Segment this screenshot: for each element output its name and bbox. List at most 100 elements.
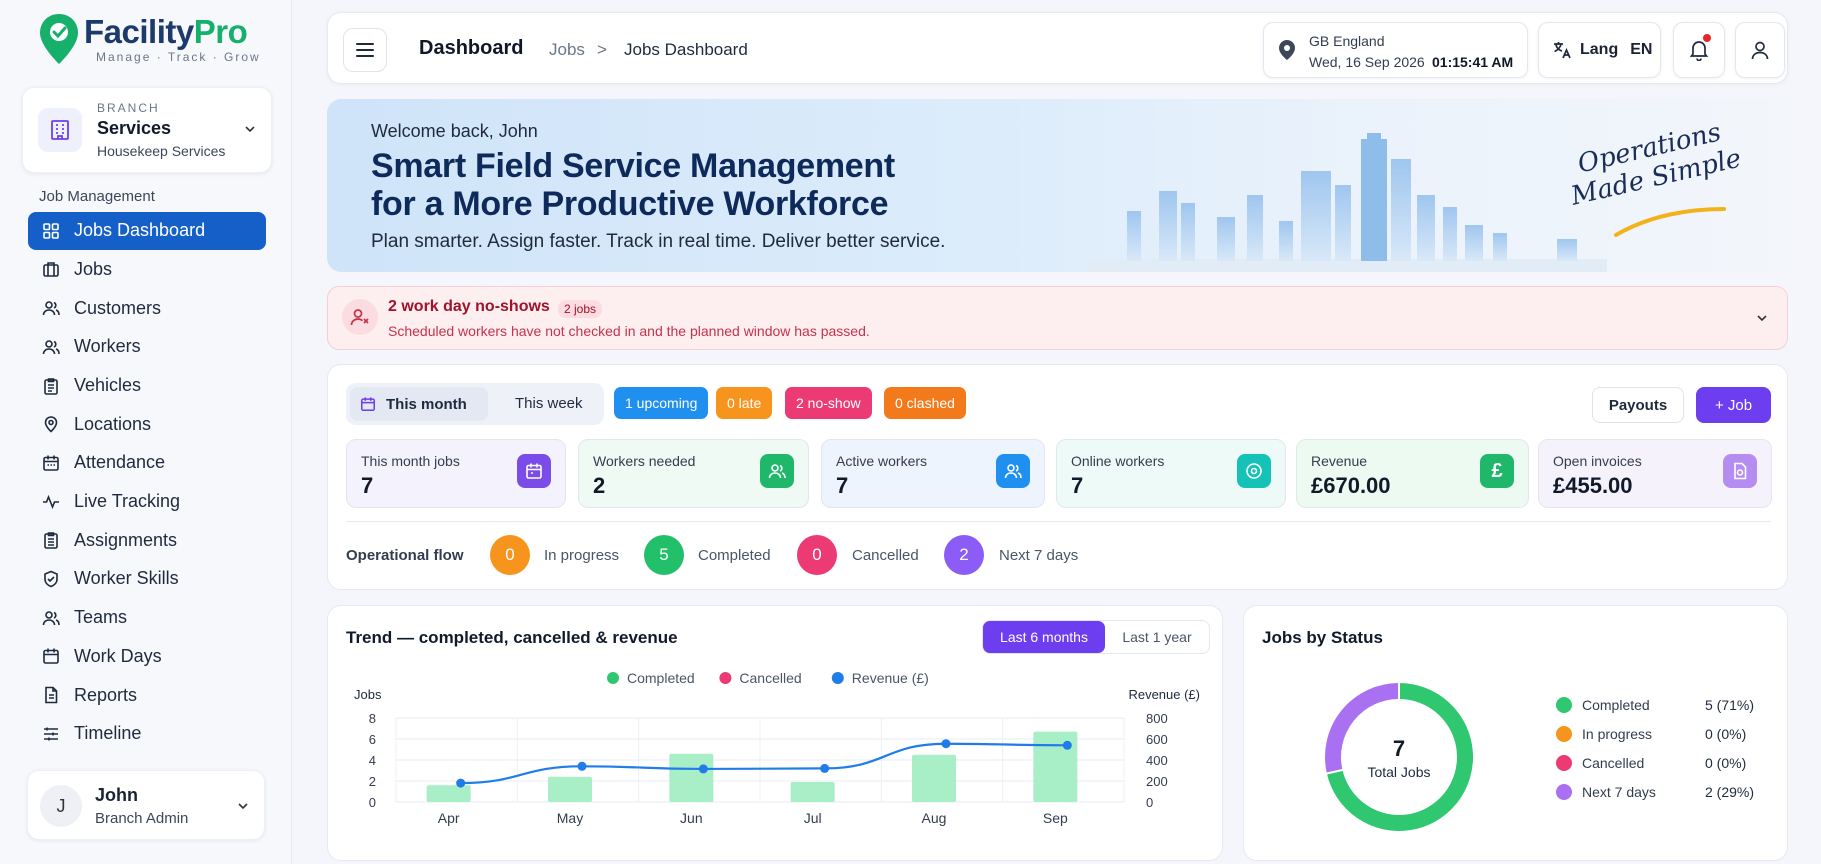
sidebar-item-customers[interactable]: Customers — [28, 289, 266, 327]
donut-slice-completed[interactable] — [1324, 680, 1475, 833]
period-toggle: This month This week — [346, 383, 604, 425]
hamburger-menu-icon — [356, 43, 374, 57]
bar-completed — [790, 782, 835, 802]
y2-tick-label: 400 — [1146, 753, 1168, 768]
calendar-icon — [517, 454, 551, 488]
sliders-icon — [44, 727, 58, 741]
y2-tick-label: 0 — [1146, 795, 1153, 810]
legend-dot — [719, 672, 732, 684]
stat-card-open-invoices[interactable]: Open invoices £455.00 — [1538, 439, 1772, 508]
trend-chart: Completed Cancelled Revenue (£) Jobs Revenue… — [354, 670, 1200, 826]
trend-title: Trend — completed, cancelled & revenue — [346, 628, 678, 647]
clashed-chip[interactable]: 0 clashed — [884, 387, 966, 419]
in-progress-count[interactable]: 0 — [490, 535, 530, 575]
cancelled-count[interactable]: 0 — [797, 535, 837, 575]
sidebar-item-live-tracking[interactable]: Live Tracking — [28, 483, 266, 521]
city-skyline-illustration — [1087, 133, 1607, 272]
language-selector[interactable]: Lang EN — [1538, 22, 1661, 78]
sidebar-item-label: Locations — [74, 413, 152, 434]
sidebar-nav: Jobs Dashboard Jobs Customers Workers Ve… — [28, 212, 266, 754]
revenue-point — [456, 778, 466, 788]
sidebar-item-locations[interactable]: Locations — [28, 405, 266, 443]
upcoming-chip[interactable]: 1 upcoming — [614, 387, 709, 419]
users-icon — [42, 610, 60, 625]
sidebar-item-attendance[interactable]: Attendance — [28, 444, 266, 482]
banner-headline-line1: Smart Field Service Management — [371, 147, 895, 185]
user-name: John — [95, 785, 138, 805]
stat-label: This month jobs — [361, 453, 460, 469]
sidebar-item-label: Jobs — [74, 258, 113, 279]
welcome-banner: Welcome back, John Smart Field Service M… — [327, 99, 1788, 272]
grid-icon — [43, 222, 59, 239]
donut-slice-next-7-days[interactable] — [1323, 680, 1400, 775]
stat-label: Open invoices — [1553, 453, 1642, 469]
sidebar-item-label: Vehicles — [74, 375, 142, 395]
sidebar-item-work-days[interactable]: Work Days — [28, 638, 266, 676]
stat-value: £455.00 — [1553, 473, 1633, 498]
sidebar-item-timeline[interactable]: Timeline — [28, 715, 266, 753]
branch-selector[interactable]: BRANCH Services Housekeep Services — [22, 87, 272, 173]
sidebar-item-jobs[interactable]: Jobs — [28, 251, 266, 289]
profile-button[interactable] — [1735, 22, 1785, 78]
stat-card-online-workers[interactable]: Online workers 7 — [1056, 439, 1286, 508]
building-icon — [38, 108, 82, 152]
sidebar-item-worker-skills[interactable]: Worker Skills — [28, 560, 266, 598]
breadcrumb-jobs[interactable]: Jobs — [549, 40, 585, 59]
report-icon — [45, 686, 58, 704]
sidebar-item-vehicles[interactable]: Vehicles — [28, 367, 266, 405]
x-tick-label: Apr — [438, 810, 460, 826]
brand-logo[interactable]: FacilityPro Manage · Track · Grow — [38, 12, 261, 66]
sidebar-item-assignments[interactable]: Assignments — [28, 522, 266, 560]
y2-tick-label: 200 — [1146, 774, 1168, 789]
location-pin-icon — [1279, 40, 1295, 60]
sidebar-item-jobs-dashboard[interactable]: Jobs Dashboard — [28, 212, 266, 250]
branch-subtitle: Housekeep Services — [97, 143, 226, 159]
stat-value: 2 — [593, 473, 606, 498]
add-job-button[interactable]: + Job — [1696, 387, 1771, 423]
no-show-alert[interactable]: 2 work day no-shows 2 jobs Scheduled wor… — [327, 286, 1788, 350]
stat-value: 7 — [1071, 473, 1084, 498]
stat-card-active-workers[interactable]: Active workers 7 — [821, 439, 1045, 508]
overview-panel: This month This week 1 upcoming 0 late 2… — [327, 364, 1788, 590]
next-7-days-count[interactable]: 2 — [944, 535, 984, 575]
user-menu[interactable]: J John Branch Admin — [27, 770, 265, 840]
stat-card-revenue[interactable]: Revenue £670.00 £ — [1296, 439, 1529, 508]
menu-toggle-button[interactable] — [343, 28, 387, 72]
calendar-icon — [43, 648, 59, 665]
legend-dot — [1556, 726, 1572, 742]
late-chip[interactable]: 0 late — [716, 387, 773, 419]
sidebar-item-reports[interactable]: Reports — [28, 676, 266, 714]
stat-card-workers-needed[interactable]: Workers needed 2 — [578, 439, 809, 508]
chevron-down-icon[interactable] — [1755, 311, 1769, 325]
legend-cancelled: Cancelled 0 (0%) — [1556, 753, 1746, 773]
user-role: Branch Admin — [95, 810, 189, 827]
stat-value: £670.00 — [1311, 473, 1391, 498]
period-label: This month — [386, 395, 467, 413]
completed-count[interactable]: 5 — [644, 535, 684, 575]
no-show-chip[interactable]: 2 no-show — [785, 387, 872, 419]
sidebar-item-teams[interactable]: Teams — [28, 599, 266, 637]
payouts-button[interactable]: Payouts — [1592, 387, 1684, 423]
legend-value: 5 (71%) — [1705, 697, 1755, 713]
period-this-month[interactable]: This month — [350, 387, 488, 421]
legend-label: Cancelled — [1582, 755, 1645, 771]
sidebar-item-label: Assignments — [74, 529, 178, 550]
range-last-1-year[interactable]: Last 1 year — [1122, 629, 1192, 645]
range-last-6-months[interactable]: Last 6 months — [983, 621, 1105, 653]
stat-card-month-jobs[interactable]: This month jobs 7 — [346, 439, 566, 508]
notifications-button[interactable] — [1673, 22, 1725, 78]
x-tick-label: Jul — [804, 810, 822, 826]
calendar-icon — [43, 455, 59, 471]
stat-label: Workers needed — [593, 453, 696, 469]
sidebar-item-label: Jobs Dashboard — [74, 220, 206, 241]
location-clock[interactable]: GB England Wed, 16 Sep 2026 01:15:41 AM — [1263, 22, 1528, 78]
users-icon — [42, 301, 60, 316]
banner-headline: Smart Field Service Management for a Mor… — [371, 147, 895, 223]
jobs-by-status-panel: Jobs by Status 7 Total Jobs Completed 5 … — [1243, 605, 1788, 861]
period-this-week[interactable]: This week — [515, 395, 583, 412]
sidebar-item-workers[interactable]: Workers — [28, 328, 266, 366]
branch-kicker: BRANCH — [97, 101, 160, 115]
banner-tagline: Plan smarter. Assign faster. Track in re… — [371, 231, 946, 252]
sidebar-item-label: Customers — [74, 297, 162, 318]
revenue-point — [698, 764, 708, 774]
